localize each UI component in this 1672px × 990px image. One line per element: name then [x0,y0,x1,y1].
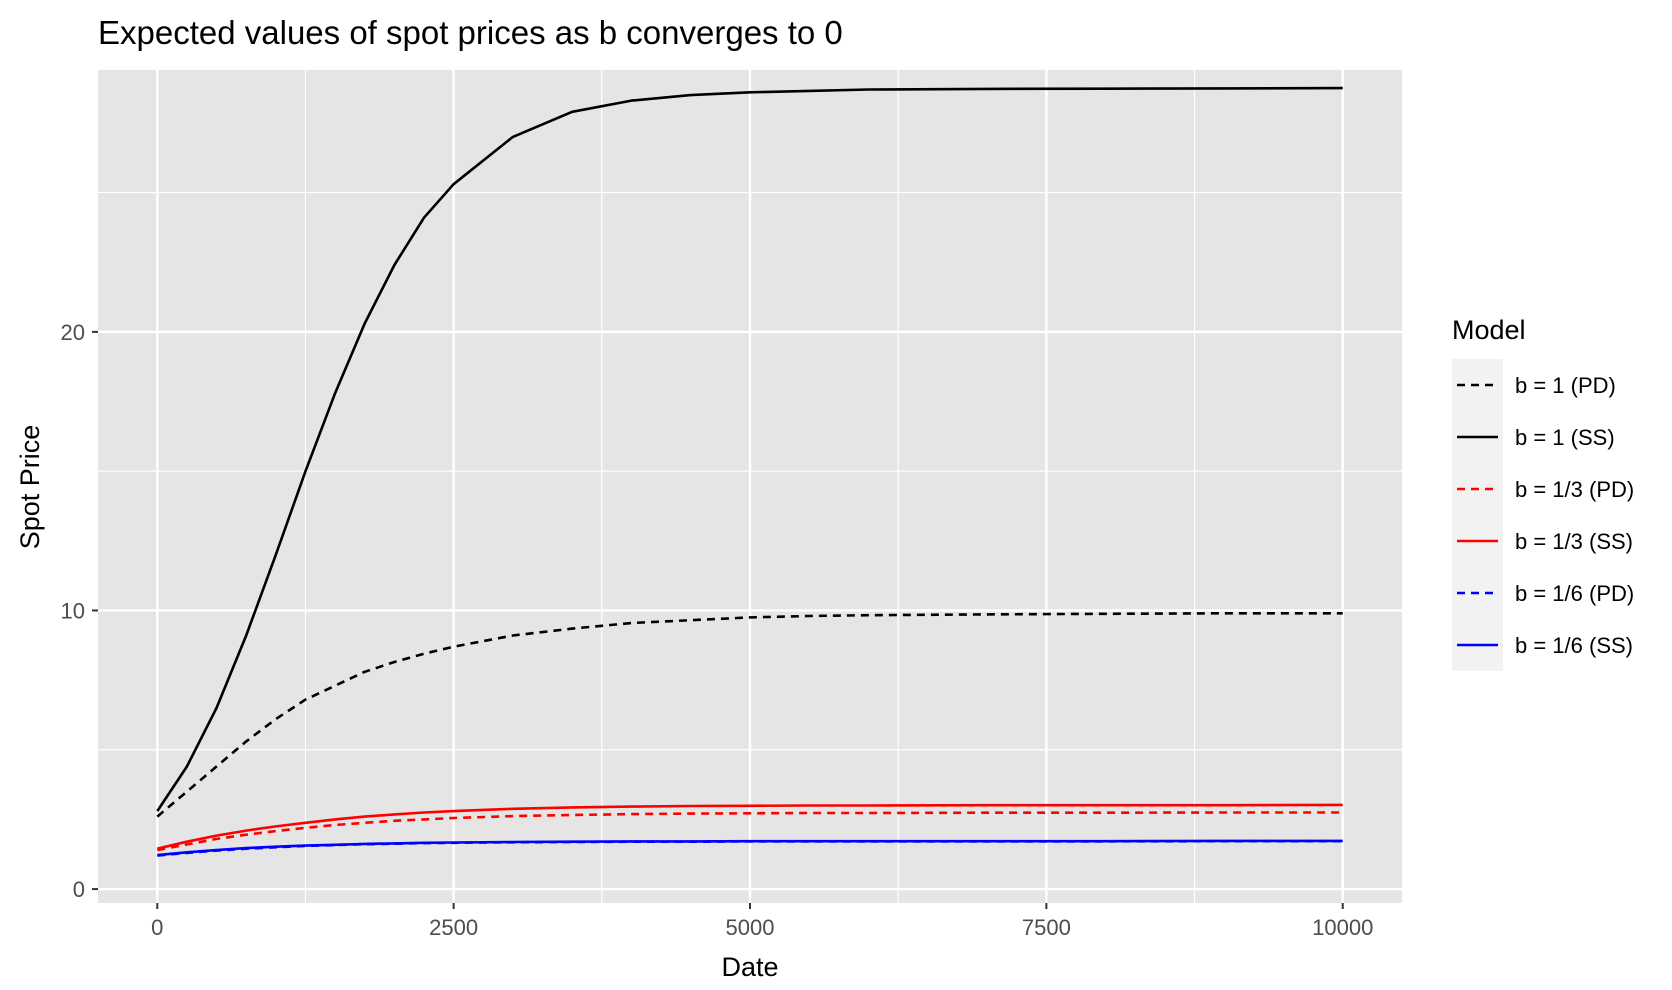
y-tick-label: 10 [61,598,85,623]
y-axis-title: Spot Price [15,425,45,550]
series-line-5 [157,839,1343,857]
x-axis: 0 2500 5000 7500 10000 [151,903,1373,940]
x-tick-label: 10000 [1312,915,1373,940]
x-tick-label: 5000 [726,915,775,940]
series-line-3 [157,803,1343,850]
legend-key-background [1452,359,1503,671]
y-tick-label: 0 [73,877,85,902]
legend-label-3: b = 1/3 (SS) [1515,529,1633,554]
legend-label-4: b = 1/6 (PD) [1515,581,1634,606]
grid-major [98,70,1402,903]
legend-title: Model [1452,315,1526,345]
legend: Model b = 1 (PD)b = 1 (SS)b = 1/3 (PD)b … [1452,315,1634,671]
legend-items: b = 1 (PD) b = 1 (SS) b = 1/3 (PD) b = 1/3 … [1457,373,1634,658]
y-axis: 0 10 20 [61,320,98,902]
legend-label-1: b = 1 (SS) [1515,425,1615,450]
series-layer [156,86,1343,857]
series-line-1 [156,86,1343,812]
legend-label-5: b = 1/6 (SS) [1515,633,1633,658]
legend-label-0: b = 1 (PD) [1515,373,1616,398]
plot-panel [98,70,1402,903]
x-tick-label: 0 [151,915,163,940]
y-tick-label: 20 [61,320,85,345]
x-tick-label: 2500 [429,915,478,940]
series-line-2 [157,811,1343,852]
chart-title: Expected values of spot prices as b conv… [98,14,843,51]
legend-label-2: b = 1/3 (PD) [1515,477,1634,502]
x-tick-label: 7500 [1022,915,1071,940]
x-axis-title: Date [721,952,778,982]
